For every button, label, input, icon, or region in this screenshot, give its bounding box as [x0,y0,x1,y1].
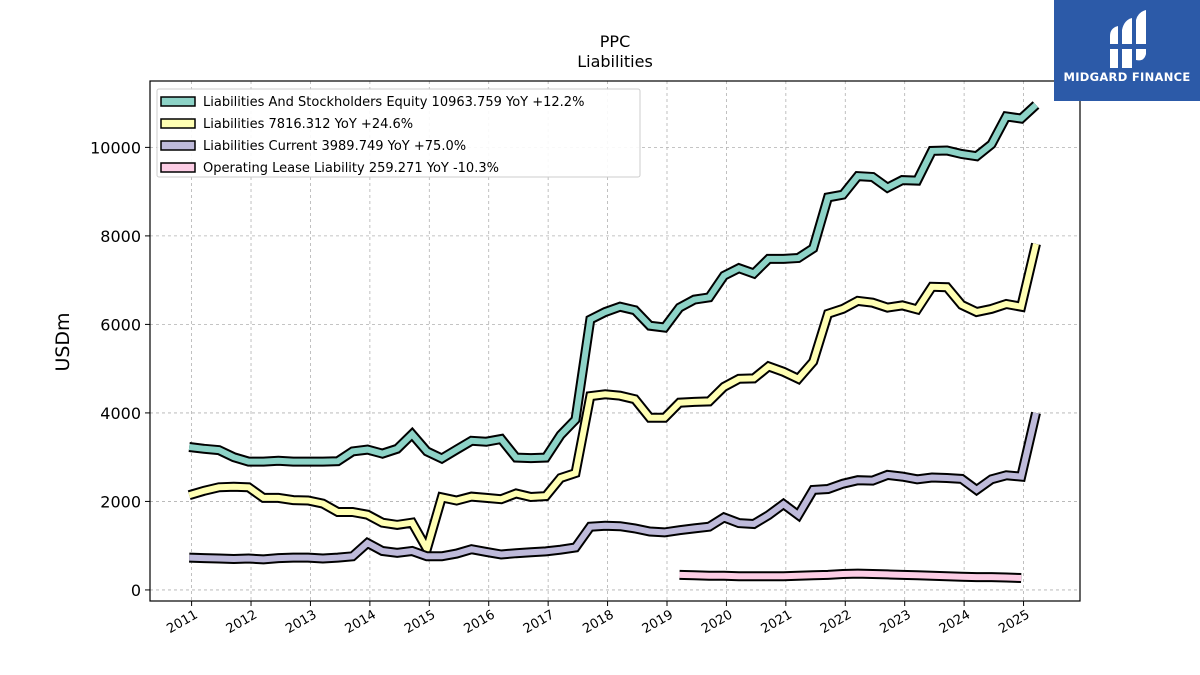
legend-entry: Liabilities Current 3989.749 YoY +75.0% [203,139,466,154]
x-tick-label: 2016 [461,607,497,637]
x-axis-ticks: 2011 2012 2013 2014 2015 2016 2017 2018 2019 2020… [164,601,1032,637]
logo-name: MIDGARD FINANCE [1063,70,1191,84]
y-tick-label: 0 [131,581,141,600]
legend-entry: Operating Lease Liability 259.271 YoY -1… [203,161,499,176]
x-tick-label: 2017 [521,607,557,637]
series-line [189,412,1039,563]
legend: Liabilities And Stockholders Equity 1096… [156,88,641,178]
legend-swatch [160,96,196,107]
legend-entry: Liabilities 7816.312 YoY +24.6% [203,117,413,132]
series-line [188,102,1039,465]
x-tick-label: 2025 [996,607,1032,637]
legend-box [156,88,641,178]
legend-swatch [160,140,196,151]
x-tick-label: 2011 [164,607,200,637]
legend-entry: Liabilities And Stockholders Equity 1096… [203,95,584,110]
x-tick-label: 2022 [818,607,854,637]
series-line [679,570,1022,581]
x-tick-label: 2020 [699,607,735,637]
legend-swatch [160,118,196,129]
x-tick-label: 2018 [580,607,616,637]
plot-frame [149,80,1081,602]
midgard-logo-icon [1108,10,1148,68]
y-tick-label: 6000 [100,315,141,334]
series-outline [189,411,1041,565]
midgard-logo: MIDGARD FINANCE [1054,0,1200,101]
y-tick-label: 4000 [100,404,141,423]
legend-swatch [160,162,196,173]
y-tick-label: 2000 [100,492,141,511]
x-tick-label: 2012 [224,607,260,637]
x-tick-label: 2021 [759,607,795,637]
x-tick-label: 2023 [877,607,913,637]
series-lines [187,101,1041,583]
chart-title: PPC [600,32,630,51]
x-tick-label: 2015 [402,607,438,637]
x-tick-label: 2014 [343,607,379,637]
y-tick-label: 10000 [90,138,141,157]
x-tick-label: 2019 [640,607,676,637]
chart-subtitle: Liabilities [577,52,653,71]
series-line [188,243,1039,557]
y-axis-ticks: 0 2000 4000 6000 8000 10000 [90,138,150,600]
y-tick-label: 8000 [100,227,141,246]
x-tick-label: 2024 [937,607,973,637]
x-tick-label: 2013 [283,607,319,637]
y-axis-label: USDm [52,312,74,371]
